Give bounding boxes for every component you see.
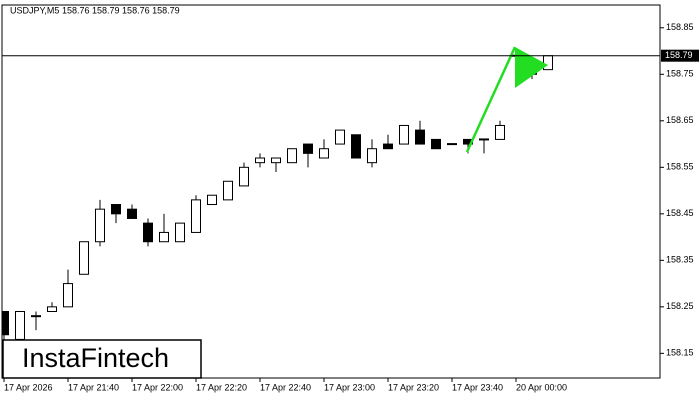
- candle-body: [431, 138, 441, 150]
- y-tick-label: 158.85: [666, 22, 694, 32]
- candle-body: [207, 194, 217, 206]
- x-tick-label: 17 Apr 21:40: [68, 382, 119, 392]
- candle-body: [239, 166, 249, 187]
- candle-body: [495, 124, 505, 140]
- y-tick-label: 158.75: [666, 69, 694, 79]
- candle-body: [287, 148, 297, 164]
- candle-body: [335, 129, 345, 145]
- candle-body: [127, 208, 137, 219]
- x-tick-label: 17 Apr 2026: [4, 382, 53, 392]
- x-tick-label: 17 Apr 22:40: [260, 382, 311, 392]
- candle-body: [447, 143, 457, 146]
- candle-body: [543, 55, 553, 71]
- candle-body: [271, 157, 281, 164]
- y-tick-label: 158.15: [666, 348, 694, 358]
- y-tick-label: 158.65: [666, 115, 694, 125]
- current-price-box: [661, 49, 699, 62]
- y-tick-label: 158.45: [666, 208, 694, 218]
- candle-body: [479, 138, 489, 141]
- logo: InstaFintech: [22, 343, 169, 373]
- candle-body: [319, 148, 329, 159]
- y-tick-label: 158.25: [666, 301, 694, 311]
- candle-body: [31, 315, 41, 318]
- candle-body: [79, 241, 89, 275]
- candle-body: [143, 222, 153, 243]
- x-tick-label: 17 Apr 23:20: [388, 382, 439, 392]
- x-tick-label: 20 Apr 00:00: [516, 382, 567, 392]
- candle-body: [175, 222, 185, 243]
- logo-box: [2, 339, 202, 379]
- ohlc-text: 158.76 158.79 158.76 158.79: [62, 5, 180, 15]
- candle-body: [95, 208, 105, 243]
- plot-area: [1, 4, 661, 379]
- x-tick-label: 17 Apr 22:00: [132, 382, 183, 392]
- candle-body: [63, 283, 73, 308]
- candle-body: [15, 310, 25, 340]
- candle-body: [415, 129, 425, 145]
- candle-body: [367, 148, 377, 164]
- candle-body: [191, 199, 201, 233]
- candle-body: [255, 157, 265, 164]
- candle-body: [47, 306, 57, 312]
- candle-body: [223, 180, 233, 201]
- candle-body: [159, 231, 169, 243]
- x-tick-label: 17 Apr 22:20: [196, 382, 247, 392]
- candle-body: [303, 143, 313, 154]
- x-tick-label: 17 Apr 23:40: [452, 382, 503, 392]
- pattern-pole: [465, 46, 517, 153]
- candle-body: [399, 124, 409, 145]
- candle-body: [383, 143, 393, 150]
- candle-body: [111, 204, 121, 215]
- pattern-flag: [515, 47, 548, 88]
- candles: [2, 54, 553, 349]
- y-tick-label: 158.55: [666, 162, 694, 172]
- x-tick-label: 17 Apr 23:00: [324, 382, 375, 392]
- current-price-label: 158.79: [665, 50, 693, 60]
- candle-body: [351, 134, 361, 159]
- chart-title: USDJPY,M5: [10, 5, 59, 15]
- candle-body: [2, 310, 9, 336]
- y-tick-label: 158.35: [666, 255, 694, 265]
